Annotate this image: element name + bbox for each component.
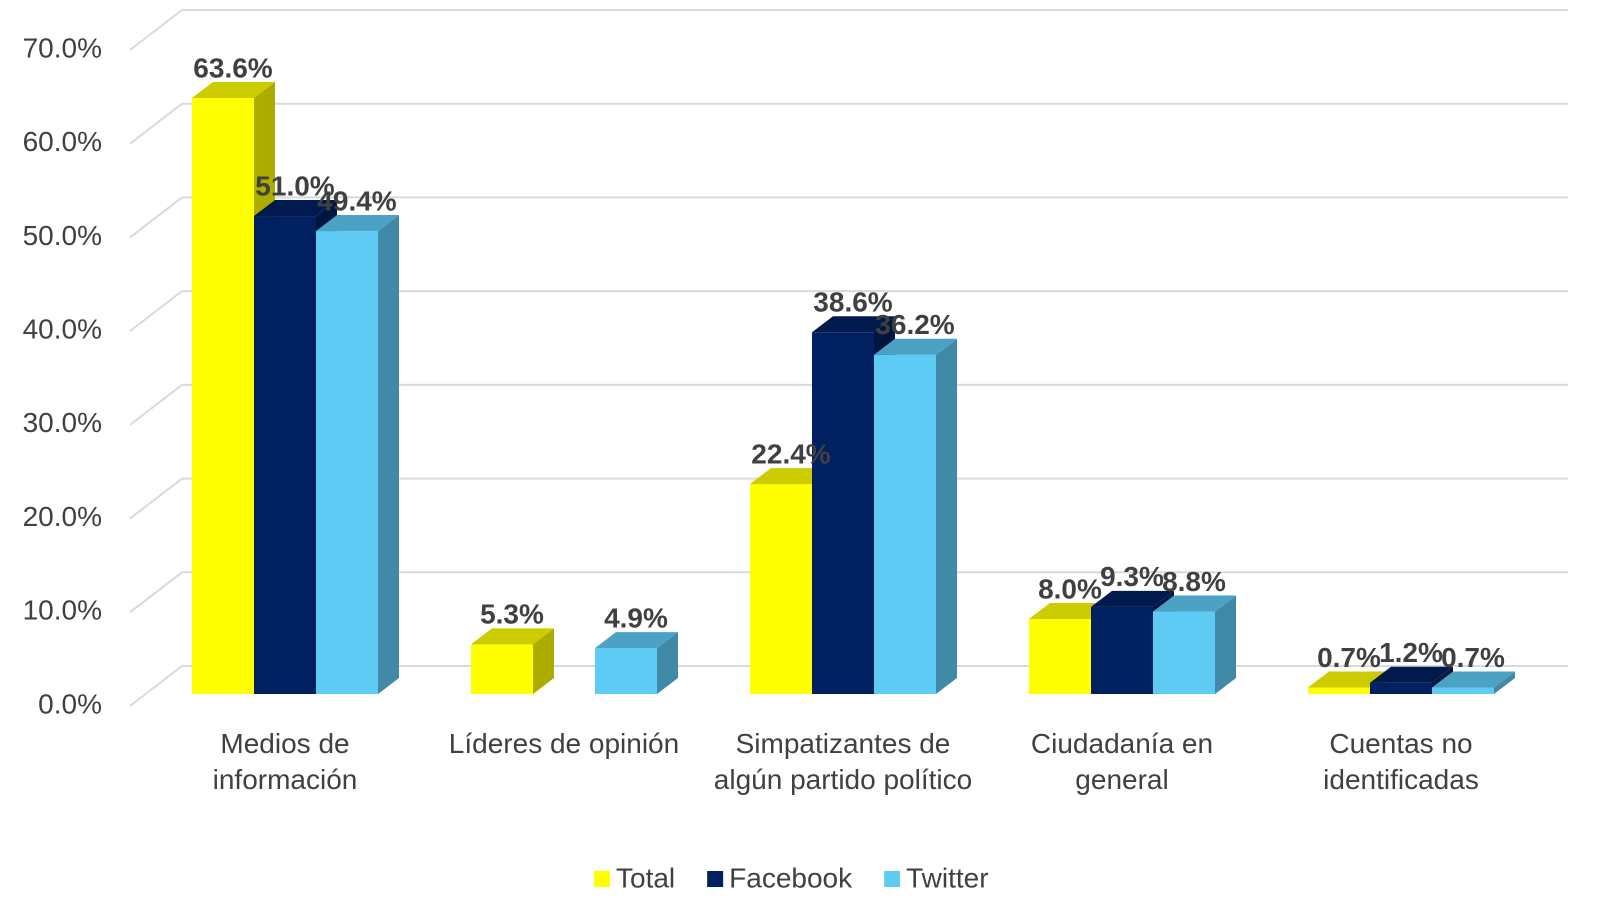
bar-side bbox=[657, 632, 678, 694]
legend-swatch bbox=[884, 871, 901, 887]
bar-top bbox=[192, 81, 275, 98]
grid-side bbox=[129, 665, 183, 707]
bar-front bbox=[1308, 687, 1370, 694]
bar-top bbox=[1091, 590, 1174, 607]
bar-top bbox=[471, 628, 554, 645]
bar-front bbox=[1153, 611, 1215, 694]
data-label: 0.7% bbox=[1317, 642, 1381, 673]
data-label: 8.0% bbox=[1038, 573, 1102, 604]
bar-front bbox=[192, 97, 254, 694]
bar-front bbox=[471, 644, 533, 694]
bar-side bbox=[378, 215, 399, 694]
legend-swatch bbox=[707, 871, 724, 887]
bar-side bbox=[1494, 671, 1515, 694]
x-tick-label: Simpatizantes de algún partido político bbox=[713, 728, 973, 795]
bar-front bbox=[1091, 606, 1153, 694]
bar-front bbox=[316, 231, 378, 694]
x-tick-label: Ciudadanía en general bbox=[1030, 728, 1214, 795]
grid-side bbox=[129, 102, 183, 145]
data-label: 36.2% bbox=[875, 309, 954, 340]
bar-top bbox=[254, 200, 337, 217]
grid-side bbox=[129, 571, 183, 614]
bar-front bbox=[254, 216, 316, 695]
bar-top bbox=[1370, 666, 1453, 683]
grid-side bbox=[129, 196, 183, 239]
bar-front bbox=[1432, 687, 1494, 694]
grid-side bbox=[129, 384, 183, 426]
data-label: 1.2% bbox=[1379, 637, 1443, 668]
data-label: 22.4% bbox=[751, 438, 830, 469]
bar-top bbox=[1153, 595, 1236, 612]
data-label: 51.0% bbox=[255, 170, 334, 201]
data-label: 5.3% bbox=[480, 599, 544, 630]
y-tick-label: 40.0% bbox=[23, 314, 102, 345]
legend-swatch bbox=[594, 871, 610, 887]
y-tick-label: 70.0% bbox=[23, 32, 102, 63]
y-tick-label: 50.0% bbox=[23, 220, 102, 251]
data-label: 8.8% bbox=[1162, 566, 1226, 597]
legend-label: Facebook bbox=[729, 862, 853, 893]
bar-side bbox=[533, 628, 554, 694]
data-label: 38.6% bbox=[813, 287, 892, 318]
y-tick-label: 10.0% bbox=[23, 595, 102, 626]
x-tick-label: Medios de información bbox=[212, 728, 358, 795]
grid-side bbox=[129, 290, 183, 332]
bar-top bbox=[595, 632, 678, 649]
x-tick-label: Líderes de opinión bbox=[448, 728, 680, 759]
data-label: 0.7% bbox=[1441, 642, 1505, 673]
x-tick-label: Cuentas no identificadas bbox=[1323, 728, 1479, 795]
bar-front bbox=[595, 648, 657, 694]
legend-label: Twitter bbox=[906, 862, 988, 893]
bar-side bbox=[936, 338, 957, 694]
bar-front bbox=[1029, 619, 1091, 694]
data-label: 49.4% bbox=[317, 185, 396, 216]
data-label: 4.9% bbox=[604, 602, 668, 633]
bar-top bbox=[812, 316, 895, 333]
grid-side bbox=[129, 9, 183, 51]
y-tick-label: 20.0% bbox=[23, 501, 102, 532]
legend-label: Total bbox=[616, 862, 675, 893]
bar-top bbox=[1432, 671, 1515, 688]
bar-side bbox=[1215, 595, 1236, 694]
grid-side bbox=[129, 477, 183, 520]
bar-top bbox=[316, 215, 399, 232]
bar-front bbox=[1370, 682, 1432, 694]
data-label: 9.3% bbox=[1100, 561, 1164, 592]
y-tick-label: 30.0% bbox=[23, 407, 102, 438]
bar-front bbox=[750, 484, 812, 694]
bar-front bbox=[874, 354, 936, 694]
data-label: 63.6% bbox=[193, 52, 272, 83]
bar-top bbox=[874, 338, 957, 355]
y-tick-label: 0.0% bbox=[38, 688, 102, 719]
bar-front bbox=[812, 332, 874, 694]
y-tick-label: 60.0% bbox=[23, 126, 102, 157]
